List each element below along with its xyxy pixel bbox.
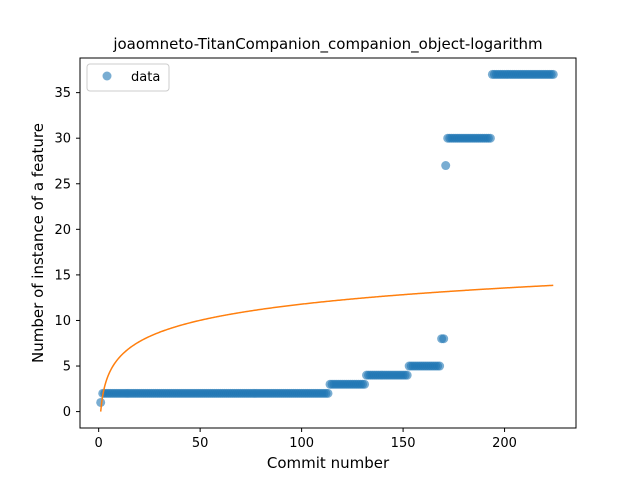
x-tick-label: 50 (192, 436, 209, 451)
x-tick-label: 0 (95, 436, 103, 451)
y-tick-label: 25 (54, 177, 71, 192)
legend-marker (103, 72, 112, 81)
y-tick-label: 30 (54, 132, 71, 147)
x-axis-label: Commit number (267, 454, 390, 472)
data-point (486, 134, 495, 143)
chart-title: joaomneto-TitanCompanion_companion_objec… (112, 35, 542, 54)
x-tick-label: 150 (391, 436, 416, 451)
data-point (441, 161, 450, 170)
data-point (435, 362, 444, 371)
y-tick-label: 5 (63, 360, 71, 375)
data-point (439, 334, 448, 343)
y-axis-label: Number of instance of a feature (29, 123, 47, 363)
x-tick-label: 100 (289, 436, 314, 451)
y-tick-label: 20 (54, 223, 71, 238)
legend-label-data: data (131, 70, 160, 85)
y-tick-label: 15 (54, 268, 71, 283)
y-tick-label: 0 (63, 405, 71, 420)
legend: data (87, 64, 169, 91)
y-tick-label: 10 (54, 314, 71, 329)
data-point (549, 70, 558, 79)
x-tick-label: 200 (492, 436, 517, 451)
data-point (403, 371, 412, 380)
data-point (324, 389, 333, 398)
y-tick-label: 35 (54, 86, 71, 101)
data-point (360, 380, 369, 389)
